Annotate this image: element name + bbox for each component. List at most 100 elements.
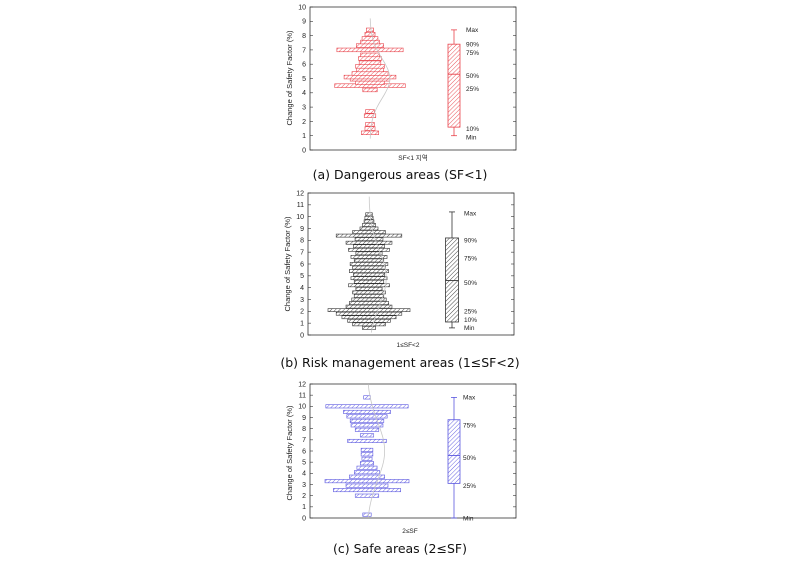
- y-tick-label-a: 10: [298, 4, 306, 11]
- histogram-bar-c: [349, 418, 385, 423]
- histogram-bar-c: [350, 423, 384, 428]
- y-tick-label-a: 1: [302, 133, 306, 140]
- histogram-bar-c: [356, 465, 378, 470]
- y-tick-label-b: 8: [300, 238, 304, 245]
- y-tick-label-a: 8: [302, 33, 306, 40]
- histogram-bar-b: [351, 297, 387, 302]
- y-tick-label-b: 11: [297, 202, 304, 209]
- box-label-a: 10%: [466, 126, 479, 133]
- y-tick-label-c: 2: [302, 493, 306, 500]
- histogram-bar-c: [347, 438, 387, 443]
- histogram-bar-c: [354, 427, 380, 432]
- histogram-bar-b: [362, 223, 376, 227]
- panel-c: Change of Safety Factor (%) 2≤SF (c) Saf…: [285, 381, 517, 556]
- histogram-bar-b: [353, 294, 385, 298]
- histogram-bar-a: [358, 60, 382, 65]
- histogram-bar-c: [360, 447, 374, 452]
- histogram-bar-b: [349, 301, 389, 305]
- histogram-bar-b: [335, 233, 403, 238]
- y-tick-label-a: 7: [302, 47, 306, 54]
- histogram-bar-b: [327, 308, 411, 312]
- box-label-a: 90%: [466, 41, 479, 48]
- histogram-bar-c: [354, 470, 380, 475]
- histogram-bar-a: [363, 113, 377, 118]
- histogram-bar-c: [349, 474, 385, 479]
- histogram-bar-b: [359, 226, 379, 231]
- histogram-bar-a: [362, 87, 378, 93]
- y-tick-label-b: 9: [300, 226, 304, 233]
- histogram-bar-a: [365, 122, 375, 127]
- histogram-bar-a: [358, 56, 382, 61]
- histogram-bar-c: [363, 395, 371, 400]
- histogram-bar-b: [349, 262, 389, 266]
- histogram-bar-c: [361, 456, 373, 461]
- y-tick-label-b: 4: [300, 285, 304, 292]
- histogram-bar-a: [364, 32, 376, 37]
- y-tick-label-c: 9: [302, 415, 306, 422]
- y-tick-label-a: 5: [302, 76, 306, 83]
- y-tick-label-b: 0: [300, 332, 304, 339]
- y-tick-label-a: 6: [302, 62, 306, 69]
- y-tick-label-c: 0: [302, 515, 306, 522]
- y-tick-label-c: 10: [298, 404, 306, 411]
- y-tick-label-b: 7: [300, 250, 304, 257]
- histogram-bar-b: [348, 283, 390, 288]
- histogram-bar-b: [350, 255, 388, 259]
- y-axis-label-b: Change of Safety Factor (%): [283, 216, 292, 312]
- caption-b: (b) Risk management areas (1≤SF<2): [280, 355, 519, 370]
- box-label-a: Min: [466, 134, 477, 141]
- histogram-bar-c: [359, 433, 375, 438]
- histogram-bar-c: [325, 404, 409, 409]
- histogram-bar-b: [353, 279, 385, 284]
- histogram-bar-a: [336, 47, 404, 53]
- histogram-bar-a: [355, 80, 385, 85]
- plot-frame-a: [309, 6, 517, 151]
- histogram-bar-b: [348, 247, 390, 252]
- histogram-bar-b: [345, 304, 393, 309]
- y-tick-label-b: 10: [296, 214, 304, 221]
- histogram-bar-a: [360, 39, 380, 45]
- y-tick-label-c: 6: [302, 448, 306, 455]
- histogram-bar-a: [360, 52, 380, 58]
- histogram-bar-c: [343, 409, 391, 414]
- box-label-b: 10%: [464, 317, 477, 324]
- y-tick-label-c: 7: [302, 437, 306, 444]
- histogram-bar-b: [345, 240, 393, 245]
- histogram-bar-a: [356, 67, 384, 73]
- histogram-bar-c: [346, 414, 388, 419]
- box-label-a: 25%: [466, 86, 479, 93]
- y-axis-label-c: Change of Safety Factor (%): [285, 405, 294, 501]
- histogram-bar-b: [352, 322, 386, 327]
- y-tick-label-b: 6: [300, 261, 304, 268]
- box-body-b: [445, 237, 459, 323]
- histogram-bar-b: [362, 326, 376, 330]
- box-label-c: 50%: [463, 455, 476, 462]
- y-tick-label-b: 2: [300, 309, 304, 316]
- normal-curve-c: [367, 384, 385, 518]
- histogram-bar-c: [362, 512, 372, 517]
- histogram-bar-c: [333, 488, 401, 493]
- histogram-bar-b: [364, 216, 374, 220]
- histogram-bar-b: [352, 265, 386, 270]
- y-tick-label-c: 8: [302, 426, 306, 433]
- caption-a: (a) Dangerous areas (SF<1): [313, 167, 488, 182]
- histogram-bar-b: [353, 244, 385, 249]
- histogram-bar-b: [347, 318, 391, 323]
- box-label-b: Min: [464, 325, 475, 332]
- y-tick-label-c: 11: [299, 393, 306, 400]
- y-tick-label-b: 12: [296, 190, 304, 197]
- caption-c: (c) Safe areas (2≤SF): [333, 541, 467, 556]
- histogram-bar-c: [345, 483, 389, 488]
- x-tick-label-a: SF<1 지역: [398, 153, 428, 162]
- box-label-b: 25%: [464, 309, 477, 316]
- histogram-bar-a: [361, 36, 379, 41]
- box-label-c: 25%: [463, 483, 476, 490]
- y-tick-label-b: 3: [300, 297, 304, 304]
- y-tick-label-c: 12: [298, 381, 306, 388]
- normal-curve-b: [368, 196, 387, 333]
- histogram-bar-b: [363, 219, 375, 224]
- histogram-bar-b: [341, 315, 397, 320]
- histogram-bar-a: [365, 109, 375, 114]
- histogram-bar-b: [352, 230, 386, 234]
